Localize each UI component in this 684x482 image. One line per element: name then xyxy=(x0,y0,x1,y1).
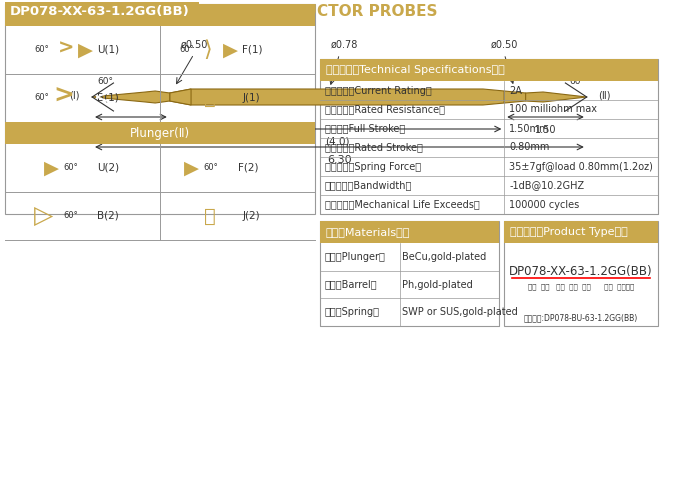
Text: 0.80mm: 0.80mm xyxy=(509,143,549,152)
Text: 针头（Plunger）: 针头（Plunger） xyxy=(325,252,386,262)
Text: Ph,gold-plated: Ph,gold-plated xyxy=(402,280,473,290)
Text: 频率带宽（Bandwidth）: 频率带宽（Bandwidth） xyxy=(325,180,412,190)
Polygon shape xyxy=(92,91,170,103)
Text: 额定行程（Rated Stroke）: 额定行程（Rated Stroke） xyxy=(325,143,423,152)
Text: 60°: 60° xyxy=(63,163,78,173)
Text: >: > xyxy=(53,84,75,108)
Text: 60°: 60° xyxy=(63,212,78,220)
Text: U(1): U(1) xyxy=(97,45,119,55)
Text: 60°: 60° xyxy=(569,77,586,85)
Text: 100 milliohm max: 100 milliohm max xyxy=(509,105,597,115)
Text: Plunger(Ⅱ): Plunger(Ⅱ) xyxy=(130,126,190,139)
Text: 材质（Materials）：: 材质（Materials）： xyxy=(326,227,410,237)
Text: ▶: ▶ xyxy=(184,159,199,177)
Text: 技术要求（Technical Specifications）：: 技术要求（Technical Specifications）： xyxy=(326,65,505,75)
FancyBboxPatch shape xyxy=(504,221,657,243)
Text: ▶: ▶ xyxy=(223,40,238,59)
FancyBboxPatch shape xyxy=(5,122,315,144)
FancyBboxPatch shape xyxy=(320,59,657,81)
Text: (Ⅰ): (Ⅰ) xyxy=(69,90,80,100)
Text: ▷: ▷ xyxy=(34,204,53,228)
Text: SEMICONDUCTOR PROBES: SEMICONDUCTOR PROBES xyxy=(213,4,438,19)
Text: ø0.78: ø0.78 xyxy=(330,40,358,50)
Text: ▶: ▶ xyxy=(44,159,59,177)
Text: 60°: 60° xyxy=(34,94,49,103)
Text: >: > xyxy=(58,39,75,57)
Text: 100000 cycles: 100000 cycles xyxy=(509,200,579,210)
FancyBboxPatch shape xyxy=(5,4,315,26)
Text: 系列  规格   头型  总长  弹力      镌金  针头材质: 系列 规格 头型 总长 弹力 镌金 针头材质 xyxy=(528,284,634,290)
Text: -1dB@10.2GHZ: -1dB@10.2GHZ xyxy=(509,180,584,190)
Text: J(2): J(2) xyxy=(242,211,260,221)
FancyBboxPatch shape xyxy=(320,221,499,326)
Text: 6.30: 6.30 xyxy=(327,155,352,165)
Text: 额定弹力（Spring Force）: 额定弹力（Spring Force） xyxy=(325,161,421,172)
Text: ø0.50: ø0.50 xyxy=(181,40,208,50)
Text: 额定电际（Rated Resistance）: 额定电际（Rated Resistance） xyxy=(325,105,445,115)
Text: F(2): F(2) xyxy=(237,163,258,173)
Text: U(2): U(2) xyxy=(97,163,119,173)
Text: 0.80: 0.80 xyxy=(120,125,142,135)
Text: F(1): F(1) xyxy=(242,45,263,55)
Text: 60°: 60° xyxy=(34,45,49,54)
Text: J(1): J(1) xyxy=(242,93,260,103)
Text: (4.0): (4.0) xyxy=(325,137,350,147)
Text: 60°: 60° xyxy=(204,163,218,173)
Text: 60°: 60° xyxy=(179,45,194,54)
Text: B(2): B(2) xyxy=(97,211,119,221)
Text: 60°: 60° xyxy=(97,77,113,85)
Text: 弹簧（Spring）: 弹簧（Spring） xyxy=(325,307,380,317)
Text: 额定电流（Current Rating）: 额定电流（Current Rating） xyxy=(325,85,432,95)
FancyBboxPatch shape xyxy=(320,221,499,243)
Text: B(1): B(1) xyxy=(97,93,119,103)
Text: 35±7gf@load 0.80mm(1.2oz): 35±7gf@load 0.80mm(1.2oz) xyxy=(509,161,653,172)
Text: 2A: 2A xyxy=(509,85,522,95)
Text: 针管（Barrel）: 针管（Barrel） xyxy=(325,280,378,290)
Text: ø0.50: ø0.50 xyxy=(490,40,518,50)
Text: Plunger(Ⅰ): Plunger(Ⅰ) xyxy=(131,9,189,22)
Polygon shape xyxy=(170,89,191,105)
Text: 1.50: 1.50 xyxy=(535,125,556,135)
FancyBboxPatch shape xyxy=(5,2,199,22)
Text: BeCu,gold-plated: BeCu,gold-plated xyxy=(402,252,487,262)
Polygon shape xyxy=(525,92,587,102)
Text: ⬭: ⬭ xyxy=(204,206,215,226)
Polygon shape xyxy=(504,91,525,103)
Polygon shape xyxy=(170,89,504,105)
Text: 1.50mm: 1.50mm xyxy=(509,123,550,134)
Text: ⬭: ⬭ xyxy=(204,89,215,107)
Text: ▶: ▶ xyxy=(77,40,92,59)
Text: ⟩: ⟩ xyxy=(204,40,212,60)
Text: SWP or SUS,gold-plated: SWP or SUS,gold-plated xyxy=(402,307,518,317)
Text: 订购举例:DP078-BU-63-1.2GG(BB): 订购举例:DP078-BU-63-1.2GG(BB) xyxy=(524,313,638,322)
FancyBboxPatch shape xyxy=(504,221,657,326)
Text: 满行程（Full Stroke）: 满行程（Full Stroke） xyxy=(325,123,405,134)
Text: 成品型号（Product Type）：: 成品型号（Product Type）： xyxy=(510,227,628,237)
Text: DP078-XX-63-1.2GG(BB): DP078-XX-63-1.2GG(BB) xyxy=(509,265,653,278)
FancyBboxPatch shape xyxy=(5,4,315,214)
Text: 测试寿命（Mechanical Life Exceeds）: 测试寿命（Mechanical Life Exceeds） xyxy=(325,200,479,210)
Text: (Ⅱ): (Ⅱ) xyxy=(598,90,610,100)
Text: DP078-XX-63-1.2GG(BB): DP078-XX-63-1.2GG(BB) xyxy=(10,5,189,18)
FancyBboxPatch shape xyxy=(320,59,657,214)
